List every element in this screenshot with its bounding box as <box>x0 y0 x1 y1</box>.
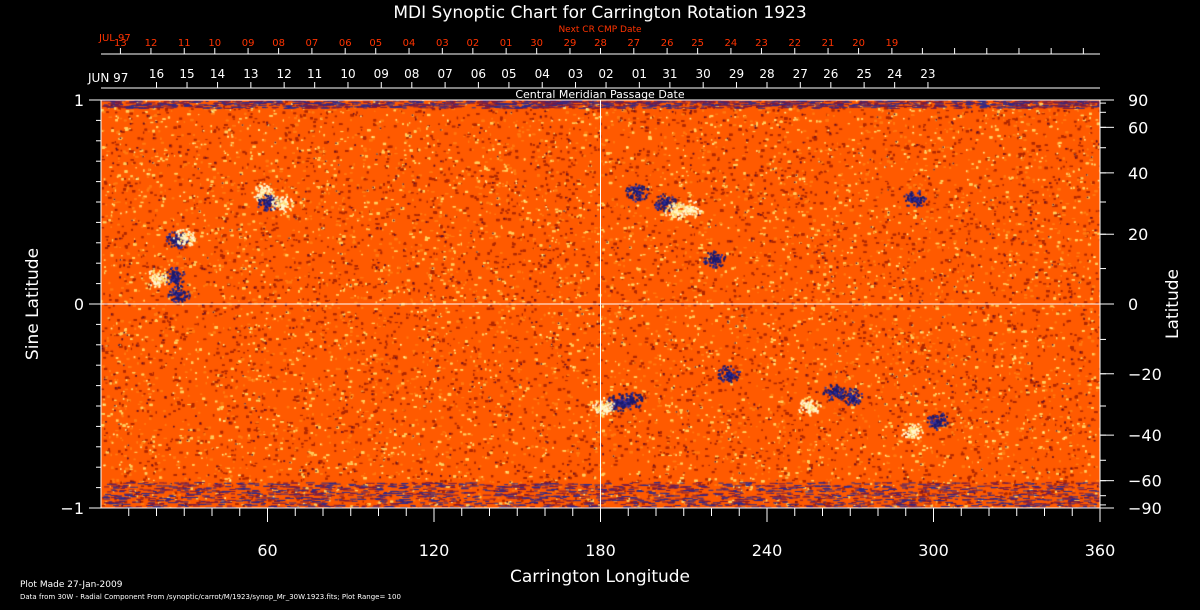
data-source-note: Data from 30W - Radial Component From /s… <box>20 593 401 601</box>
cmp-date-label: 10 <box>340 67 355 81</box>
next-cr-date-label: 20 <box>852 38 865 49</box>
next-cr-month-label: JUL 97 <box>98 33 131 44</box>
next-cr-date-label: 29 <box>564 38 577 49</box>
cmp-date-label: 08 <box>404 67 419 81</box>
next-cr-date-label: 02 <box>466 38 479 49</box>
y-right-tick-label: 40 <box>1128 164 1148 183</box>
cmp-date-label: 11 <box>307 67 322 81</box>
next-cr-date-label: 03 <box>436 38 449 49</box>
cmp-date-label: 27 <box>793 67 808 81</box>
next-cr-date-label: 25 <box>691 38 704 49</box>
next-cr-date-label: 11 <box>178 38 191 49</box>
next-cr-date-label: 10 <box>208 38 221 49</box>
next-cr-date-label: 21 <box>822 38 835 49</box>
x-axis-label: Carrington Longitude <box>510 567 690 587</box>
y-right-tick-label: 90 <box>1128 91 1148 110</box>
y-right-tick-label: −60 <box>1128 472 1162 491</box>
plot-made-note: Plot Made 27-Jan-2009 <box>20 580 123 590</box>
cmp-date-label: 04 <box>535 67 550 81</box>
y-right-tick-label: −20 <box>1128 365 1162 384</box>
cmp-date-label: 23 <box>920 67 935 81</box>
cmp-date-label: 24 <box>887 67 902 81</box>
x-tick-label: 120 <box>419 541 450 560</box>
y-right-tick-label: 60 <box>1128 118 1148 137</box>
cmp-date-label: 28 <box>759 67 774 81</box>
cmp-date-label: 02 <box>598 67 613 81</box>
cmp-date-label: 31 <box>662 67 677 81</box>
next-cr-date-label: 04 <box>403 38 416 49</box>
cmp-date-label: 29 <box>729 67 744 81</box>
cmp-date-label: 30 <box>696 67 711 81</box>
y-right-axis-label: Latitude <box>1163 269 1183 339</box>
y-right-tick-label: 20 <box>1128 225 1148 244</box>
cmp-date-label: 16 <box>149 67 164 81</box>
next-cr-date-label: 24 <box>725 38 738 49</box>
cmp-date-label: 03 <box>568 67 583 81</box>
y-left-axis-label: Sine Latitude <box>23 248 43 360</box>
y-right-tick-label: −90 <box>1128 499 1162 518</box>
cmp-date-label: 05 <box>501 67 516 81</box>
x-tick-label: 60 <box>257 541 277 560</box>
next-cr-date-label: 05 <box>369 38 382 49</box>
cmp-date-label: 26 <box>823 67 838 81</box>
cmp-date-label: 06 <box>471 67 486 81</box>
y-left-tick-label: −1 <box>60 499 84 518</box>
next-cr-date-label: 06 <box>339 38 352 49</box>
cmp-date-label: 01 <box>632 67 647 81</box>
next-cr-date-label: 12 <box>145 38 158 49</box>
x-tick-label: 240 <box>752 541 783 560</box>
next-cr-date-label: 01 <box>500 38 513 49</box>
next-cr-date-label: 30 <box>530 38 543 49</box>
x-tick-label: 360 <box>1085 541 1116 560</box>
next-cr-date-label: 22 <box>788 38 801 49</box>
next-cr-date-label: 26 <box>661 38 674 49</box>
next-cr-date-label: 28 <box>594 38 607 49</box>
next-cr-date-label: 23 <box>755 38 768 49</box>
x-tick-label: 300 <box>918 541 949 560</box>
cmp-date-label: 14 <box>210 67 225 81</box>
next-cr-date-label: 09 <box>242 38 255 49</box>
next-cr-date-label: 19 <box>886 38 899 49</box>
y-right-tick-label: −40 <box>1128 426 1162 445</box>
cmp-date-caption: Central Meridian Passage Date <box>515 88 684 101</box>
cmp-date-label: 12 <box>277 67 292 81</box>
next-cr-date-label: 07 <box>306 38 319 49</box>
next-cr-date-label: 27 <box>627 38 640 49</box>
cmp-month-label: JUN 97 <box>87 71 128 85</box>
cmp-date-label: 13 <box>243 67 258 81</box>
chart-title: MDI Synoptic Chart for Carrington Rotati… <box>393 3 806 23</box>
next-cr-date-label: 13 <box>114 38 127 49</box>
next-cr-date-caption: Next CR CMP Date <box>558 25 642 35</box>
cmp-date-label: 09 <box>374 67 389 81</box>
cmp-date-label: 07 <box>437 67 452 81</box>
y-left-tick-label: 1 <box>74 91 84 110</box>
y-right-tick-label: 0 <box>1128 295 1138 314</box>
next-cr-date-label: 08 <box>272 38 285 49</box>
y-left-tick-label: 0 <box>74 295 84 314</box>
cmp-date-label: 15 <box>179 67 194 81</box>
cmp-date-label: 25 <box>856 67 871 81</box>
x-tick-label: 180 <box>585 541 616 560</box>
